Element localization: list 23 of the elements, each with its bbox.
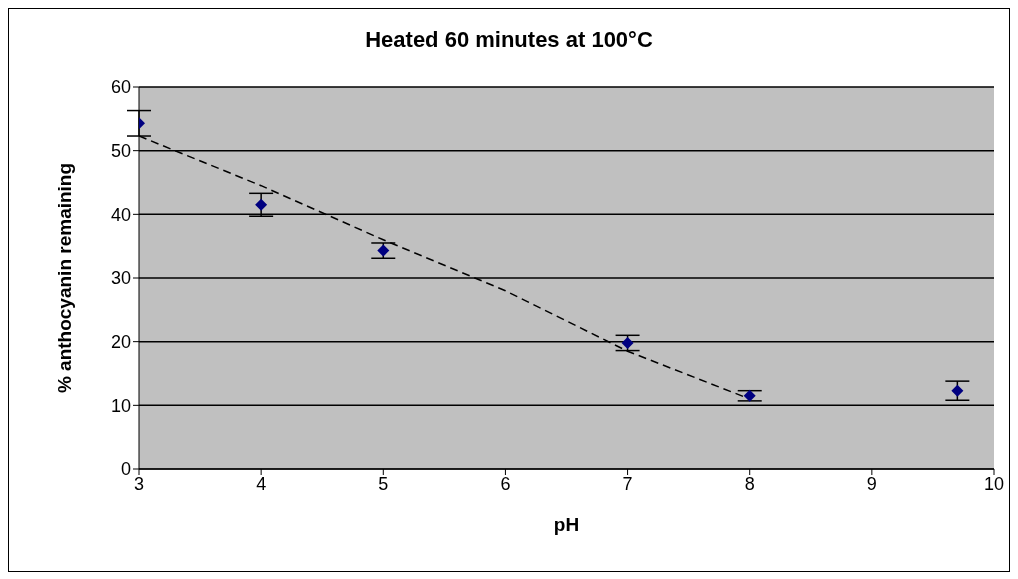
x-tick-label: 10 <box>983 473 1005 494</box>
y-tick-label: 30 <box>110 268 131 289</box>
x-tick-label: 4 <box>256 473 267 494</box>
y-tick-label: 10 <box>110 395 131 416</box>
x-axis-title: pH <box>553 514 580 535</box>
x-tick-label: 9 <box>866 473 877 494</box>
chart-title: Heated 60 minutes at 100°C <box>364 27 654 53</box>
x-tick-label: 3 <box>133 473 145 494</box>
point <box>951 384 964 397</box>
point <box>255 198 268 211</box>
x-tick-label: 6 <box>500 473 511 494</box>
x-tick-label: 8 <box>744 473 755 494</box>
y-axis-title: % anthocyanin remaining <box>53 162 75 394</box>
y-tick-label: 20 <box>110 332 131 353</box>
x-tick-label: 7 <box>622 473 633 494</box>
point <box>621 336 634 349</box>
point <box>743 389 756 402</box>
y-tick-label: 0 <box>120 459 131 480</box>
y-tick-label: 60 <box>110 77 131 98</box>
y-tick-label: 50 <box>110 141 131 162</box>
y-tick-label: 40 <box>110 204 131 225</box>
x-tick-label: 5 <box>378 473 389 494</box>
point <box>377 244 390 257</box>
